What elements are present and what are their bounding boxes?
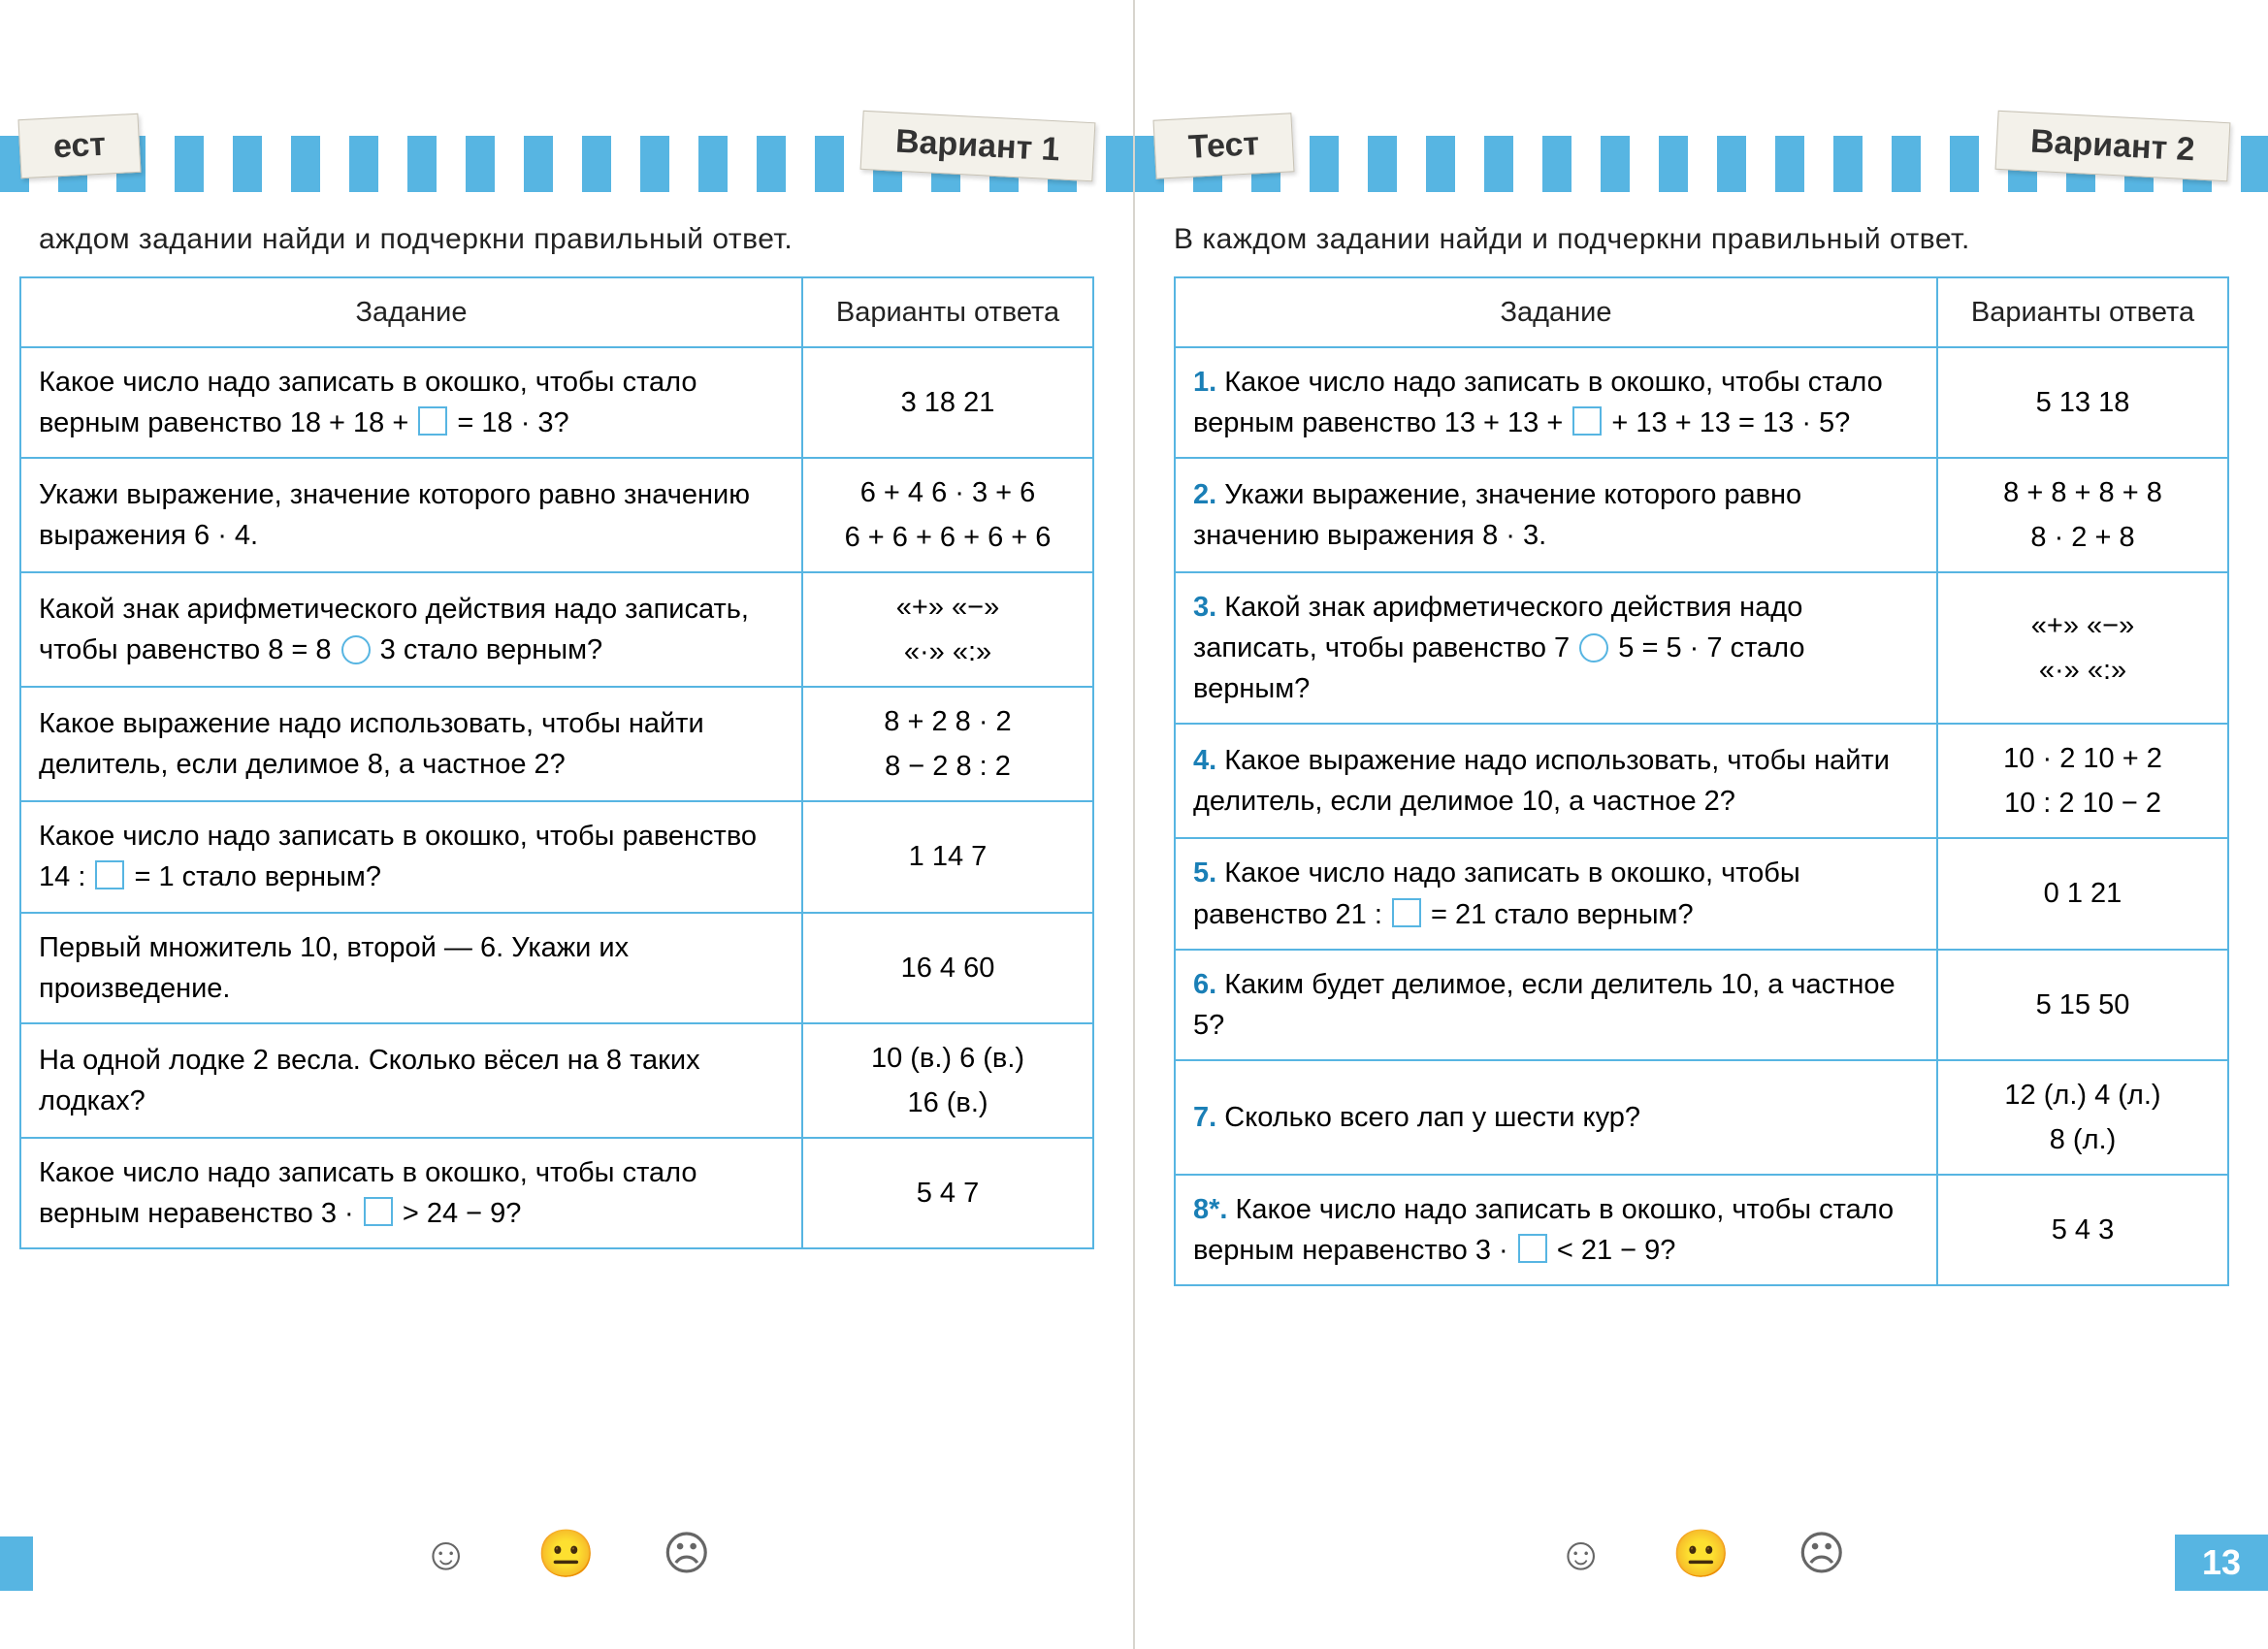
box-icon (1392, 898, 1421, 927)
table-row: 4. Какое выражение надо исполь­зовать, ч… (1175, 724, 2228, 838)
table-row: На одной лодке 2 весла. Сколько вёсел на… (20, 1023, 1093, 1138)
instruction-right: В каждом задании найди и подчеркни прави… (1174, 223, 2229, 256)
box-icon (1572, 406, 1602, 436)
tab-test-right: Тест (1153, 113, 1295, 178)
table-row: 6. Каким будет делимое, если дели­тель 1… (1175, 950, 2228, 1060)
th-task: Задание (1175, 277, 1937, 347)
smiley-happy-icon: ☺ (1557, 1528, 1604, 1581)
table-row: Укажи выражение, значение кото­рого равн… (20, 458, 1093, 572)
smiley-neutral-icon: 😐 (1672, 1526, 1731, 1581)
tab-variant-right: Вариант 2 (1995, 111, 2230, 181)
table-row: Какое число надо записать в окошко, чтоб… (20, 1138, 1093, 1248)
smiley-sad-icon: ☹ (1798, 1527, 1846, 1581)
table-row: 3. Какой знак арифметического дей­ствия … (1175, 572, 2228, 724)
right-page: Тест Вариант 2 В каждом задании найди и … (1135, 0, 2268, 1649)
exercise-table-right: Задание Варианты ответа 1. Какое число н… (1174, 276, 2229, 1286)
instruction-left: аждом задании найди и подчеркни правильн… (39, 223, 1094, 256)
box-icon (418, 406, 447, 436)
circle-icon (341, 635, 371, 664)
table-row: 7. Сколько всего лап у шести кур? 12 (л.… (1175, 1060, 2228, 1175)
box-icon (364, 1197, 393, 1226)
th-answers: Варианты ответа (802, 277, 1093, 347)
smiley-row: ☺ 😐 ☹ (1135, 1526, 2268, 1581)
table-row: Первый множитель 10, второй — 6. Укажи и… (20, 913, 1093, 1023)
th-answers: Варианты ответа (1937, 277, 2228, 347)
table-row: 8*. Какое число надо записать в окошко, … (1175, 1175, 2228, 1285)
page-number: 13 (2175, 1535, 2268, 1591)
page-number-left (0, 1536, 33, 1591)
box-icon (1518, 1234, 1547, 1263)
table-row: Какой знак арифметического дей­ствия над… (20, 572, 1093, 687)
smiley-sad-icon: ☹ (663, 1527, 711, 1581)
tab-test-left: ест (17, 113, 141, 178)
table-row: Какое число надо записать в окошко, чтоб… (20, 347, 1093, 458)
box-icon (95, 860, 124, 889)
tab-variant-left: Вариант 1 (860, 111, 1095, 181)
table-row: 5. Какое число надо записать в окошко, ч… (1175, 838, 2228, 949)
left-page: ест Вариант 1 аждом задании найди и подч… (0, 0, 1135, 1649)
table-row: Какое число надо записать в окошко, чтоб… (20, 801, 1093, 912)
th-task: Задание (20, 277, 802, 347)
table-row: Какое выражение надо исполь­зовать, чтоб… (20, 687, 1093, 801)
table-row: 1. Какое число надо записать в окошко, ч… (1175, 347, 2228, 458)
table-row: 2. Укажи выражение, значение кото­рого р… (1175, 458, 2228, 572)
exercise-table-left: Задание Варианты ответа Какое число надо… (19, 276, 1094, 1249)
circle-icon (1579, 633, 1608, 663)
smiley-neutral-icon: 😐 (537, 1526, 596, 1581)
smiley-happy-icon: ☺ (422, 1528, 470, 1581)
smiley-row: ☺ 😐 ☹ (0, 1526, 1133, 1581)
